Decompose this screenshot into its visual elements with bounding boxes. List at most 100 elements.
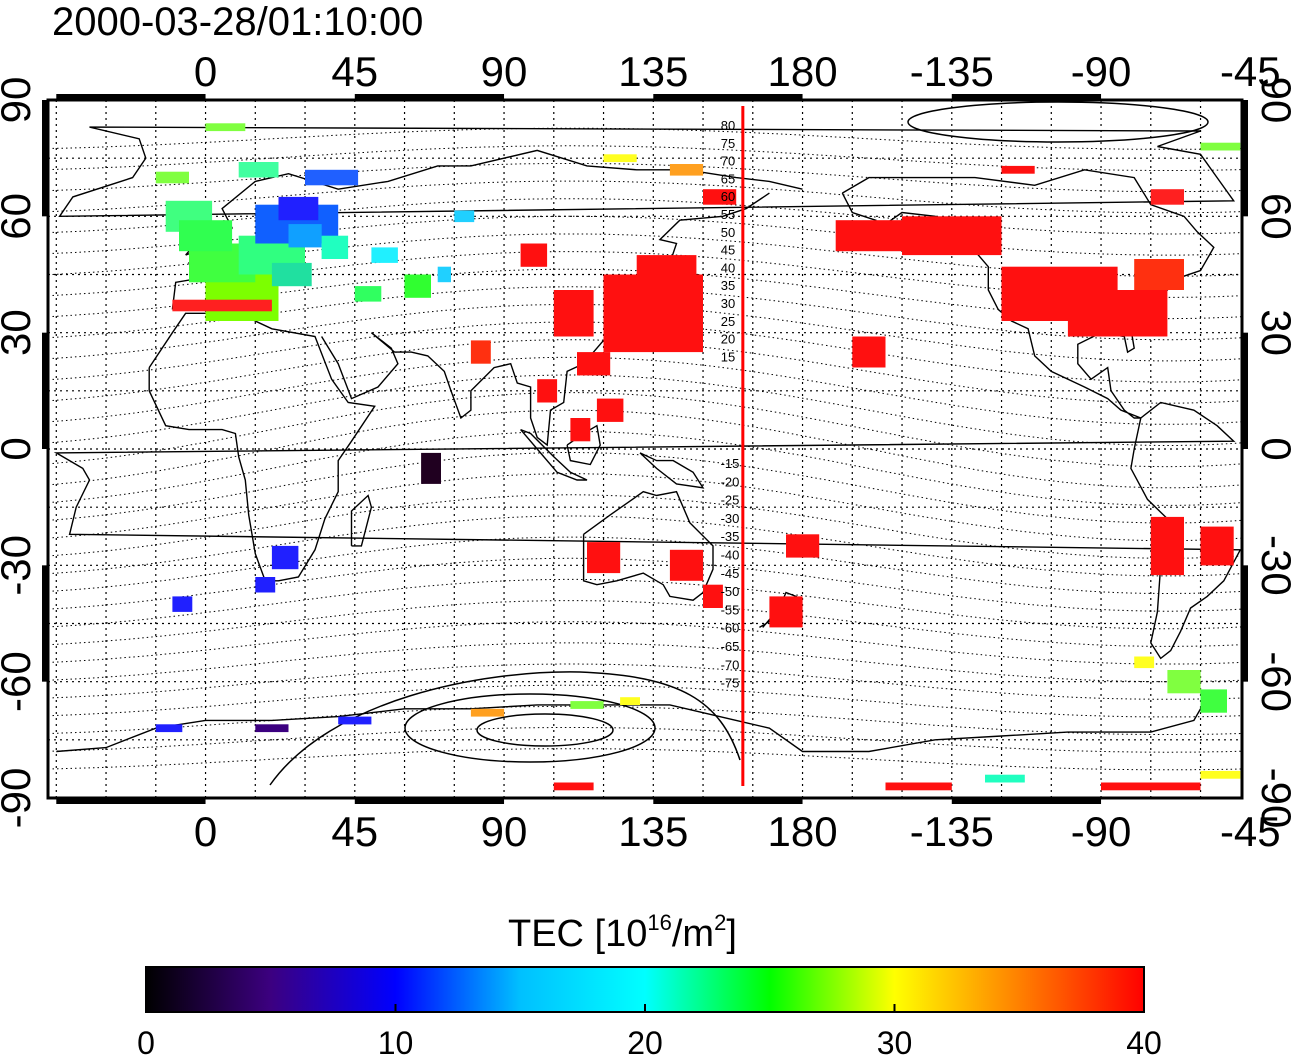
lat-tick-right: -60 — [1253, 651, 1292, 712]
tec-cell — [470, 708, 505, 717]
mag-lat-contour — [47, 642, 1243, 683]
colorbar-tick-label: 30 — [877, 1025, 913, 1057]
tec-cell — [1134, 656, 1155, 669]
colorbar-title-prefix: TEC [10 — [508, 913, 648, 955]
contour-label: 55 — [721, 207, 735, 222]
contour-label: -45 — [721, 566, 740, 581]
tec-cell — [587, 542, 621, 574]
lon-tick-bottom: 135 — [618, 808, 688, 855]
tec-cell — [371, 247, 398, 263]
tec-cell — [437, 266, 451, 283]
lon-tick-top: 90 — [481, 48, 528, 95]
lon-tick-top: -135 — [910, 48, 994, 95]
frame-segment — [56, 798, 206, 804]
tec-cell — [1067, 290, 1168, 337]
mag-lat-contour — [47, 127, 1243, 150]
magnetic-latitude-contours — [47, 101, 1243, 786]
lon-tick-bottom: 90 — [481, 808, 528, 855]
tec-cell — [703, 584, 723, 608]
mag-lat-contour — [47, 452, 1243, 524]
lat-tick-left: 30 — [0, 309, 39, 356]
coastline — [58, 126, 1236, 218]
contour-label: 35 — [721, 278, 735, 293]
tec-cell — [636, 255, 697, 333]
lat-lon-grid — [48, 100, 1242, 798]
south-pole-contour-middle — [404, 693, 656, 763]
tec-cell — [1200, 689, 1227, 713]
contour-label: 25 — [721, 314, 735, 329]
tec-cell — [454, 210, 475, 223]
mag-lat-contour — [47, 600, 1243, 647]
colorbar-title-exp1: 16 — [647, 910, 672, 935]
contour-label: 40 — [721, 260, 735, 275]
lat-tick-left: 90 — [0, 77, 39, 124]
lat-tick-left: 60 — [0, 193, 39, 240]
tec-cell — [703, 189, 737, 205]
tec-cell — [1150, 516, 1184, 576]
tec-cell — [769, 596, 803, 628]
tec-cell — [1150, 189, 1184, 205]
contour-label: -30 — [721, 511, 740, 526]
south-pole-contour-inner — [476, 713, 614, 747]
frame-segment — [653, 94, 803, 100]
mag-lat-contour — [47, 557, 1243, 612]
tec-cell — [255, 724, 289, 733]
colorbar-title: TEC [1016/m2] — [508, 910, 737, 955]
tec-cell — [852, 336, 886, 368]
north-pole-contour — [907, 101, 1209, 143]
tec-cell — [354, 286, 382, 302]
colorbar-title-mid: /m — [671, 913, 715, 955]
lon-tick-top: -45 — [1220, 48, 1281, 95]
tec-cell — [321, 235, 349, 259]
contour-label: -40 — [721, 548, 740, 563]
tec-cell — [603, 154, 637, 163]
contour-label: -60 — [721, 621, 740, 636]
mag-lat-contour — [47, 215, 1243, 256]
contour-label: 15 — [721, 349, 735, 364]
coastline — [582, 490, 714, 601]
lon-tick-top: 180 — [768, 48, 838, 95]
tec-cell — [155, 724, 183, 733]
lon-tick-bottom: 0 — [194, 808, 217, 855]
tec-cell — [620, 697, 640, 705]
frame-segment — [951, 94, 1102, 100]
tec-cell — [421, 452, 441, 484]
tec-cell — [205, 123, 246, 132]
mag-lat-contour — [47, 727, 1243, 753]
tec-cell — [669, 549, 704, 581]
tec-cell — [1134, 259, 1184, 290]
tec-cell — [835, 220, 902, 252]
contour-label: -70 — [721, 657, 740, 672]
colorbar-tick-label: 10 — [378, 1025, 414, 1057]
lat-tick-right: 90 — [1253, 77, 1292, 124]
tec-cell — [553, 290, 594, 337]
lon-tick-top: 135 — [618, 48, 688, 95]
tec-cell — [520, 243, 548, 267]
lon-tick-bottom: 180 — [768, 808, 838, 855]
lon-tick-bottom: -45 — [1220, 808, 1281, 855]
tec-cell — [885, 782, 952, 791]
frame-segment — [354, 798, 505, 804]
south-pole-contour-outer — [269, 671, 741, 786]
contour-label: -75 — [721, 676, 740, 691]
mag-lat-contour — [47, 163, 1243, 193]
lat-tick-right: -30 — [1253, 535, 1292, 596]
frame-segment — [56, 94, 206, 100]
contour-label: 65 — [721, 171, 735, 186]
tec-cell — [338, 716, 372, 725]
contour-label: 80 — [721, 118, 735, 133]
tec-cell — [172, 596, 193, 612]
tec-data-cells — [155, 123, 1241, 791]
contour-label: -25 — [721, 493, 740, 508]
lon-tick-bottom: -135 — [910, 808, 994, 855]
mag-lat-contour — [47, 180, 1243, 214]
frame-segment — [42, 332, 48, 449]
tec-cell — [238, 162, 279, 178]
tec-cell — [596, 398, 624, 422]
tec-cell — [1200, 770, 1241, 779]
map-frame — [42, 94, 1248, 804]
lat-tick-right: 0 — [1253, 437, 1292, 460]
mag-lat-contour — [47, 356, 1243, 425]
tec-cell — [288, 224, 322, 248]
